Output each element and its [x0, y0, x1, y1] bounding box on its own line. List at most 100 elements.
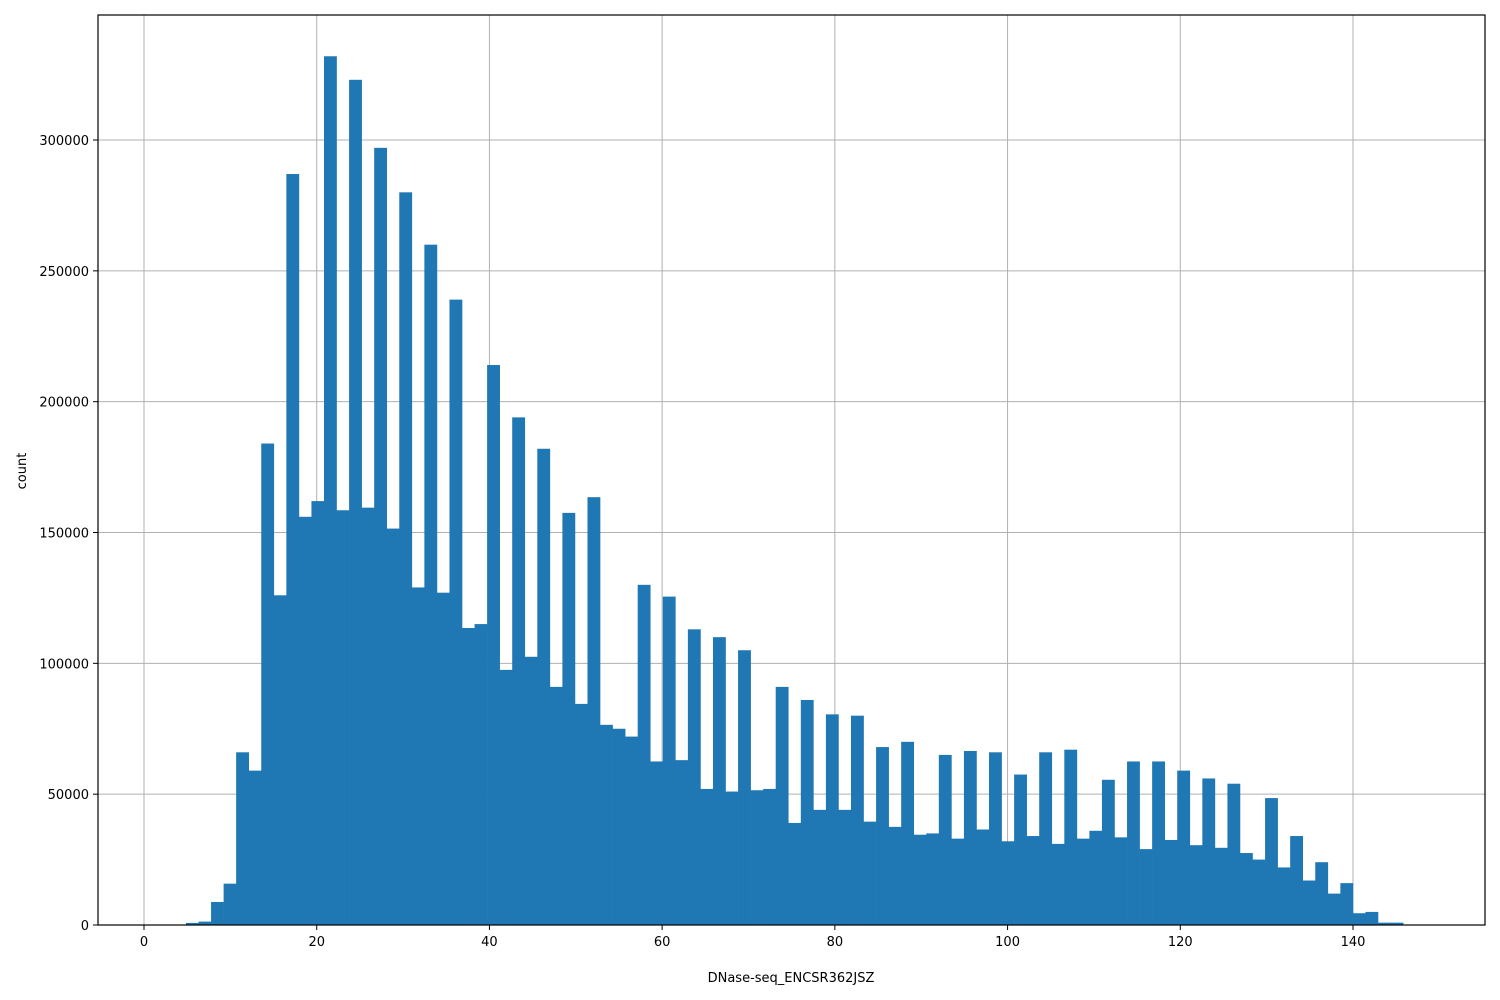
plot-frame — [97, 14, 1486, 926]
histogram-bar — [574, 703, 588, 925]
histogram-bar — [788, 822, 802, 925]
y-tick-label: 250000 — [39, 265, 89, 280]
histogram-bar — [436, 592, 450, 925]
histogram-bar — [901, 741, 915, 925]
histogram-bar — [675, 760, 689, 925]
histogram-bar — [273, 595, 287, 925]
histogram-bar — [323, 56, 337, 926]
histogram-bar — [211, 901, 224, 925]
histogram-bar — [1026, 836, 1040, 925]
histogram-bar — [298, 516, 312, 925]
histogram-bar — [361, 507, 375, 925]
histogram-bar — [600, 724, 613, 925]
histogram-bar — [1352, 913, 1366, 925]
histogram-bar — [863, 821, 877, 925]
histogram-bar — [951, 838, 965, 925]
histogram-bar — [1214, 847, 1228, 925]
y-axis-label: count — [15, 453, 30, 490]
histogram-bar — [876, 747, 889, 925]
histogram-bar — [449, 299, 463, 925]
histogram-bar — [411, 587, 425, 925]
histogram-bar — [1202, 778, 1216, 925]
histogram-bar — [612, 728, 626, 925]
histogram-bar — [487, 365, 500, 925]
histogram-bar — [850, 715, 864, 925]
histogram-bar — [738, 650, 751, 925]
histogram-bar — [474, 624, 488, 925]
histogram-bar — [1076, 838, 1090, 925]
histogram-bar — [1114, 837, 1128, 925]
x-tick-label: 120 — [1168, 935, 1193, 950]
histogram-bar — [537, 448, 551, 925]
histogram-bar — [1227, 783, 1241, 925]
histogram-bar — [750, 790, 764, 925]
x-tick-label: 20 — [308, 935, 325, 950]
histogram-bar — [989, 752, 1002, 925]
histogram-bar — [913, 834, 927, 925]
histogram-bar — [311, 501, 325, 925]
y-tick-label: 300000 — [39, 134, 89, 149]
histogram-bar — [1089, 830, 1103, 925]
x-tick-label: 140 — [1341, 935, 1366, 950]
histogram-bar — [499, 669, 513, 925]
histogram-bar — [926, 833, 940, 925]
histogram-bar — [1302, 880, 1316, 925]
histogram-bar — [1014, 774, 1027, 925]
y-tick-label: 50000 — [48, 788, 89, 803]
histogram-bar — [963, 750, 977, 925]
histogram-bar — [637, 584, 651, 925]
y-axis-ticks: 0 50000 100000 150000 200000 250000 300000 — [39, 134, 98, 934]
histogram-bar — [1327, 893, 1341, 925]
histogram-bar — [700, 788, 714, 925]
histogram-bar — [1239, 853, 1253, 925]
histogram-bar — [1101, 779, 1115, 925]
histogram-bar — [1177, 770, 1191, 925]
histogram-bar — [587, 497, 601, 925]
x-tick-label: 60 — [654, 935, 671, 950]
histogram-bar — [462, 628, 475, 925]
histogram-bar — [825, 714, 839, 925]
histogram-bar — [399, 192, 413, 926]
histogram-bar — [1390, 922, 1404, 925]
histogram-bar — [1340, 883, 1354, 925]
histogram-bar — [800, 699, 814, 925]
histogram-bar — [1139, 849, 1153, 925]
histogram-bar — [1265, 798, 1278, 925]
histogram-bar — [1277, 867, 1291, 925]
x-tick-label: 40 — [481, 935, 498, 950]
histogram-bar — [349, 79, 362, 926]
histogram-bar — [725, 791, 739, 925]
histogram-bar — [650, 761, 664, 925]
histogram-bar — [813, 809, 827, 925]
x-axis-ticks: 0 20 40 60 80 100 120 140 — [140, 925, 1366, 950]
y-tick-label: 150000 — [39, 527, 89, 542]
histogram-bar — [512, 417, 526, 925]
histogram-bar — [1064, 749, 1078, 925]
histogram-bar — [712, 637, 726, 925]
histogram-bar — [198, 921, 212, 925]
histogram-bar — [763, 788, 777, 925]
y-tick-label: 200000 — [39, 396, 89, 411]
histogram-bar — [625, 736, 638, 925]
histogram-bar — [236, 752, 250, 925]
histogram-bar — [185, 922, 199, 925]
histogram-bar — [386, 528, 400, 925]
histogram-bar — [838, 809, 852, 925]
histogram-bar — [1152, 761, 1165, 925]
x-tick-label: 0 — [140, 935, 148, 950]
histogram-bar — [1039, 752, 1053, 925]
histogram-bar — [1290, 836, 1304, 925]
histogram-bars — [185, 56, 1404, 926]
histogram-bar — [775, 686, 789, 925]
histogram-bar — [336, 510, 350, 925]
histogram-bar — [424, 244, 438, 925]
x-axis-label: DNase-seq_ENCSR362JSZ — [708, 971, 875, 986]
histogram-bar — [687, 629, 701, 925]
histogram-bar — [1051, 843, 1065, 925]
histogram-bar — [1189, 845, 1203, 925]
histogram-bar — [286, 174, 300, 925]
histogram-bar — [1365, 911, 1379, 925]
histogram-bar — [549, 686, 563, 925]
histogram-bar — [1378, 922, 1391, 925]
